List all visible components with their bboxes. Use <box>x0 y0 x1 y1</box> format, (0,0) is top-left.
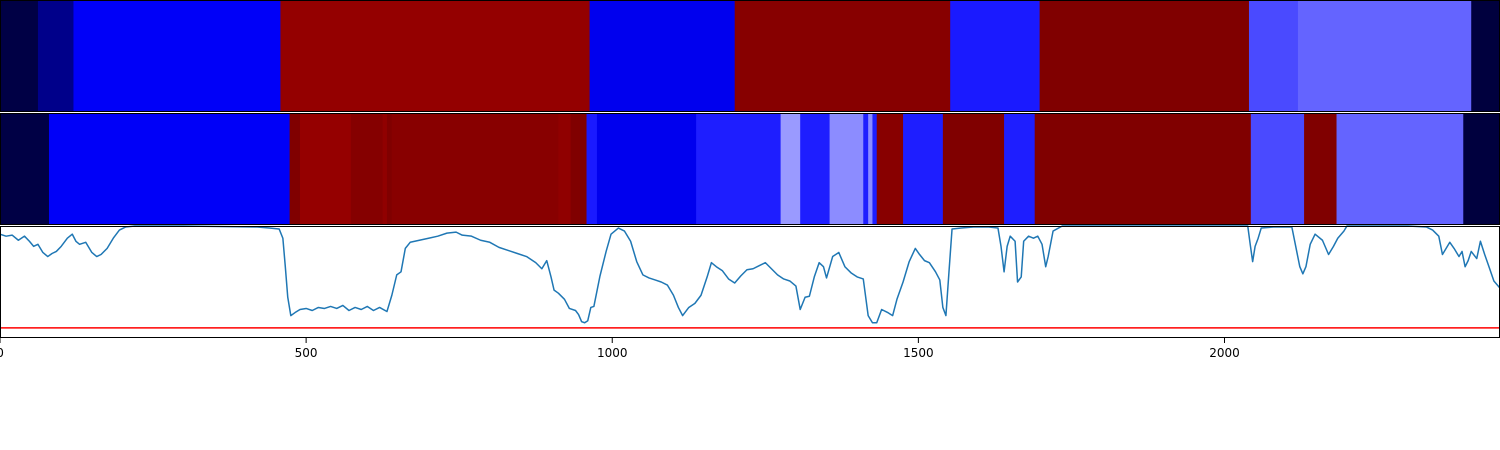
heatmap-segment <box>589 0 736 112</box>
heatmap-segment <box>558 113 572 225</box>
heatmap-segment <box>863 113 869 225</box>
heatmap-segment <box>696 113 782 225</box>
heatmap-segment <box>37 0 74 112</box>
heatmap-segment <box>289 113 301 225</box>
heatmap-segment <box>876 113 904 225</box>
heatmap-segment <box>280 0 591 112</box>
plot-background <box>0 226 1500 338</box>
heatmap-segment <box>1297 0 1472 112</box>
heatmap-segment <box>800 113 831 225</box>
x-tick-label: 1500 <box>903 346 934 360</box>
heatmap-segment <box>868 113 873 225</box>
heatmap-segment <box>300 113 352 225</box>
heatmap-segment <box>829 113 864 225</box>
heatmap-segment <box>73 0 281 112</box>
heatmap-segment <box>391 113 559 225</box>
heatmap-segment <box>734 0 951 112</box>
heatmap-segment <box>780 113 801 225</box>
heatmap-segment <box>872 113 878 225</box>
heatmap-strip-middle <box>0 113 1500 225</box>
heatmap-segment <box>0 113 50 225</box>
heatmap-segment <box>950 0 1041 112</box>
x-tick-label: 500 <box>295 346 318 360</box>
heatmap-segment <box>1304 113 1338 225</box>
heatmap-segment <box>570 113 588 225</box>
heatmap-segment <box>586 113 598 225</box>
heatmap-segment <box>1250 113 1305 225</box>
x-tick-label: 1000 <box>597 346 628 360</box>
heatmap-segment <box>903 113 944 225</box>
heatmap-segment <box>350 113 384 225</box>
heatmap-segment <box>386 113 393 225</box>
heatmap-segment <box>1463 113 1500 225</box>
heatmap-segment <box>0 0 39 112</box>
heatmap-segment <box>382 113 388 225</box>
heatmap-segment <box>1004 113 1036 225</box>
heatmap-strip-top <box>0 0 1500 112</box>
heatmap-segment <box>596 113 697 225</box>
heatmap-segment <box>1248 0 1299 112</box>
series-line <box>0 225 1500 324</box>
x-tick-label: 0 <box>0 346 4 360</box>
heatmap-segment <box>1034 113 1252 225</box>
x-tick-label: 2000 <box>1209 346 1240 360</box>
line-plot-panel <box>0 225 1500 338</box>
heatmap-segment <box>942 113 1005 225</box>
heatmap-segment <box>1471 0 1500 112</box>
heatmap-segment <box>1336 113 1464 225</box>
x-axis: 0 500 1000 1500 2000 <box>0 338 1240 360</box>
heatmap-segment <box>1039 0 1250 112</box>
heatmap-segment <box>48 113 291 225</box>
